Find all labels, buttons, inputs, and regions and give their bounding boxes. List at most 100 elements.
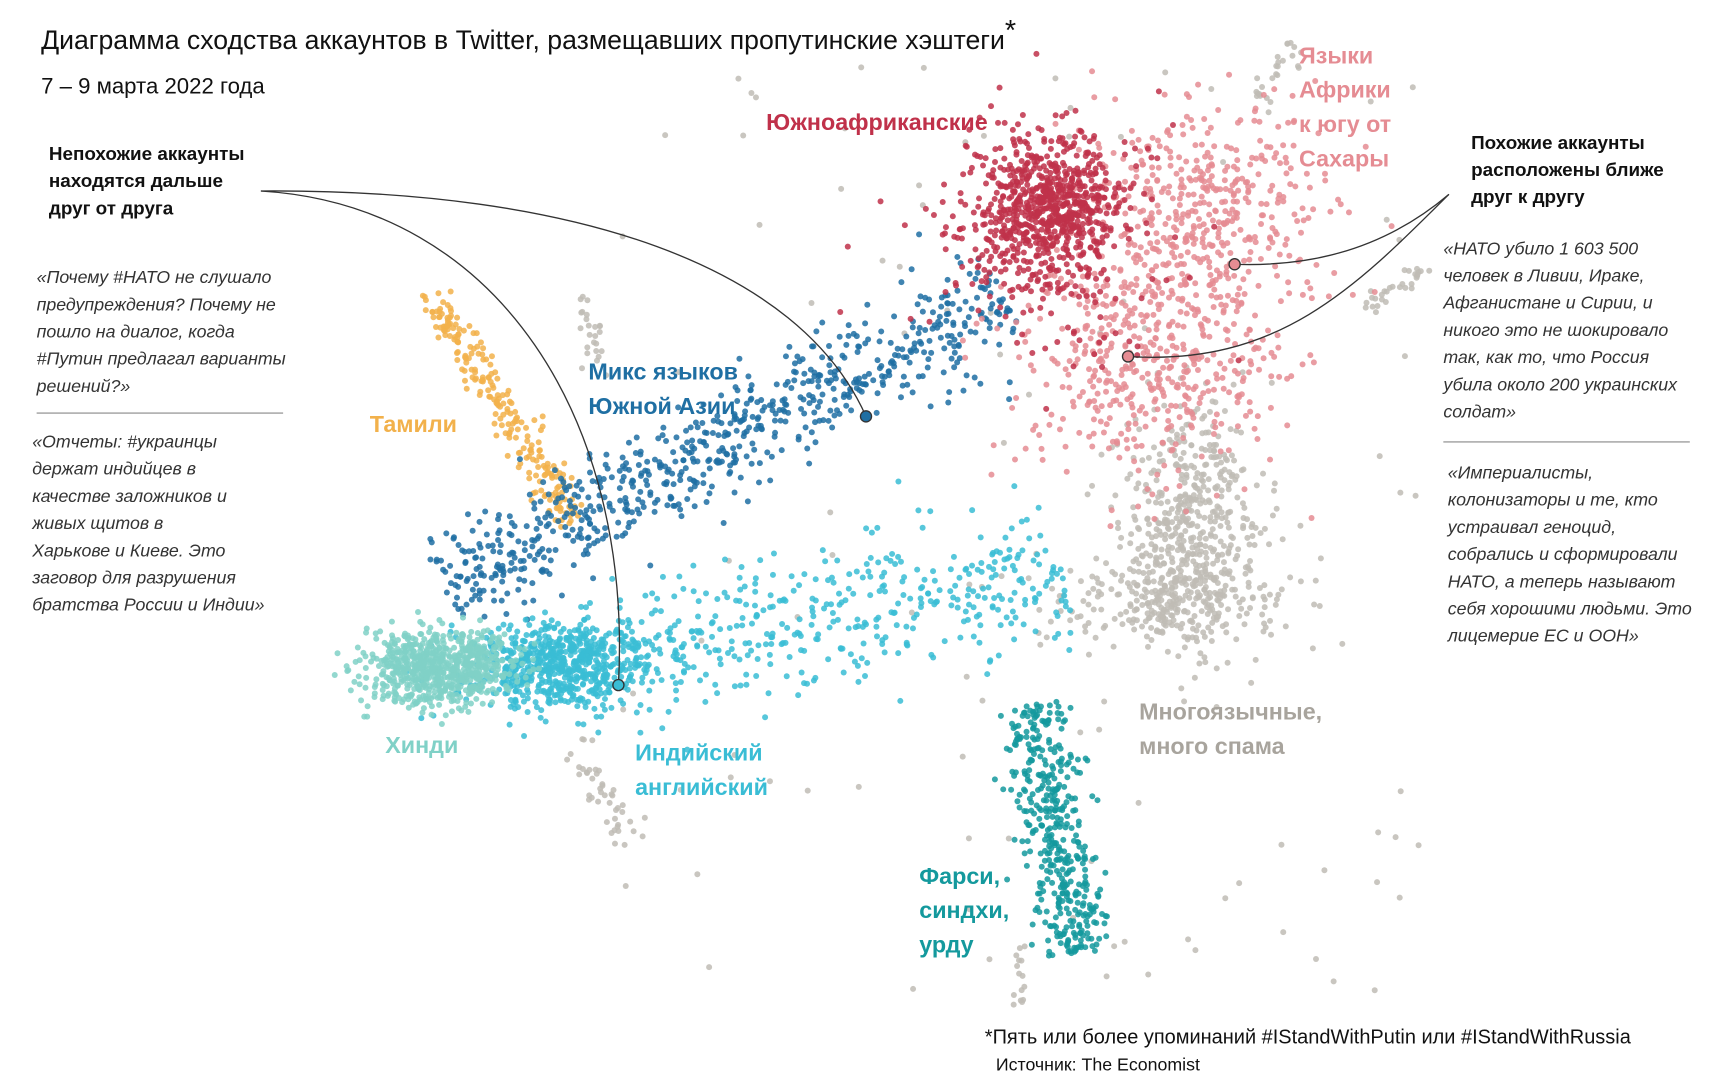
point [578,365,585,372]
point [985,584,992,591]
point [1055,630,1062,637]
point [564,756,571,763]
point [1207,124,1214,131]
point [1083,881,1090,888]
point [763,630,770,637]
point [887,557,894,564]
point [557,628,564,635]
point [1032,595,1039,602]
point [870,377,877,384]
point [801,410,808,417]
point [895,600,902,607]
point [552,499,559,506]
point [819,319,826,326]
point [531,505,538,512]
point [454,348,461,355]
point [619,802,626,809]
point [1135,480,1142,487]
point [464,511,471,518]
point [1031,810,1038,817]
point [1173,515,1180,522]
point [836,601,843,608]
point [640,503,647,510]
point [428,703,435,710]
point [655,435,662,442]
point [512,634,519,641]
point [1257,137,1264,144]
point [1027,719,1034,726]
point [809,595,816,602]
point [1037,785,1044,792]
point [1202,584,1209,591]
point [630,828,637,835]
point [1070,765,1077,772]
point [749,440,756,447]
point [419,621,426,628]
point [1263,201,1270,208]
point [520,557,527,564]
point [558,592,565,599]
point [1145,283,1152,290]
point [1024,713,1031,720]
point [619,808,626,815]
point [757,557,764,564]
point [545,464,552,471]
point [909,389,916,396]
point [673,687,680,694]
point [1007,597,1014,604]
point [635,640,642,647]
point [499,392,506,399]
point [521,540,528,547]
point [1000,786,1007,793]
point [524,682,531,689]
point [634,506,641,513]
point [644,481,651,488]
point [1223,629,1230,636]
point [950,553,957,560]
point [1140,318,1147,325]
point [1074,899,1081,906]
point [400,696,407,703]
point [726,624,733,631]
point [691,503,698,510]
point [1206,408,1213,415]
point [1183,508,1190,515]
point [1178,166,1185,173]
point [662,132,669,139]
point [625,616,632,623]
point [560,680,567,687]
point [1110,643,1117,650]
point [1023,734,1030,741]
point [1152,599,1158,606]
point [689,437,696,444]
point [573,678,580,685]
point [1194,405,1201,412]
point [506,671,513,678]
point [1235,546,1242,553]
point [1133,556,1140,563]
point [1308,295,1315,302]
point [909,625,916,632]
point [768,640,775,647]
point [752,588,759,595]
point [678,513,685,520]
point [794,353,801,360]
point [1245,583,1252,590]
point [1169,249,1176,256]
point [485,687,492,694]
point [420,705,427,712]
point [1266,541,1273,548]
point [1056,871,1063,878]
point [526,469,533,476]
point [786,653,793,660]
point [1277,298,1284,305]
point [1090,383,1097,390]
point [1029,725,1036,732]
point [578,535,585,542]
point [447,562,454,569]
point [943,311,950,318]
point [677,477,684,484]
point [615,519,622,526]
point [646,706,653,713]
point [731,752,738,759]
